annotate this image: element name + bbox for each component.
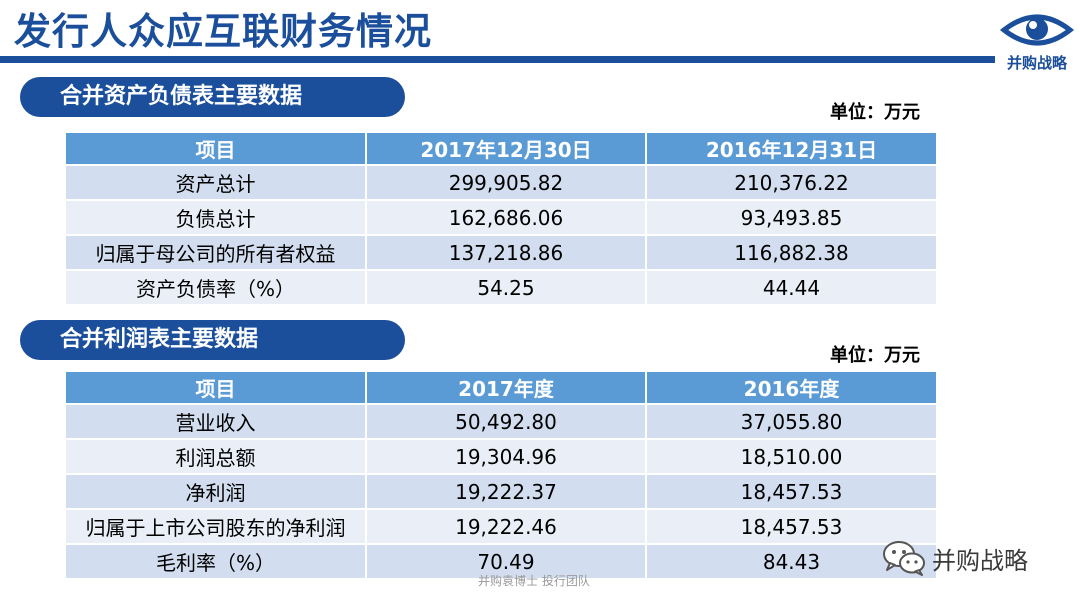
watermark: 并购袁博士 投行团队 xyxy=(478,574,590,588)
row-label: 毛利率（%） xyxy=(66,543,367,578)
table-row: 归属于母公司的所有者权益 137,218.86 116,882.38 xyxy=(66,234,936,270)
table-row: 营业收入 50,492.80 37,055.80 xyxy=(66,403,936,439)
table-cell: 37,055.80 xyxy=(646,403,936,439)
balance-sheet-unit: 单位：万元 xyxy=(830,102,920,123)
table-cell: 19,304.96 xyxy=(366,438,647,474)
column-header: 2016年12月31日 xyxy=(646,133,936,165)
column-header: 2016年度 xyxy=(646,372,936,404)
table-cell: 18,510.00 xyxy=(646,438,936,474)
table-row: 毛利率（%） 70.49 84.43 xyxy=(66,543,936,578)
row-label: 利润总额 xyxy=(66,438,367,474)
table-cell: 70.49 xyxy=(366,543,647,578)
column-header: 2017年度 xyxy=(366,372,647,404)
table-cell: 162,686.06 xyxy=(366,199,647,235)
row-label: 资产总计 xyxy=(66,164,367,200)
title-rule xyxy=(0,56,995,63)
table-cell: 54.25 xyxy=(366,269,647,304)
table-cell: 299,905.82 xyxy=(366,164,647,200)
table-cell: 18,457.53 xyxy=(646,508,936,544)
column-header: 项目 xyxy=(66,133,367,165)
logo: 并购战略 xyxy=(998,8,1078,72)
balance-sheet-table: 项目 2017年12月30日 2016年12月31日 资产总计 299,905.… xyxy=(66,133,936,304)
balance-sheet-section-title: 合并资产负债表主要数据 xyxy=(20,77,405,117)
table-cell: 84.43 xyxy=(646,543,936,578)
eye-icon xyxy=(999,14,1075,46)
table-header-row: 项目 2017年度 2016年度 xyxy=(66,372,936,404)
table-cell: 93,493.85 xyxy=(646,199,936,235)
table-row: 利润总额 19,304.96 18,510.00 xyxy=(66,438,936,474)
table-row: 净利润 19,222.37 18,457.53 xyxy=(66,473,936,509)
table-cell: 210,376.22 xyxy=(646,164,936,200)
row-label: 负债总计 xyxy=(66,199,367,235)
row-label: 净利润 xyxy=(66,473,367,509)
table-cell: 18,457.53 xyxy=(646,473,936,509)
row-label: 营业收入 xyxy=(66,403,367,439)
wechat-badge: 并购战略 xyxy=(882,538,1028,578)
wechat-label: 并购战略 xyxy=(932,546,1028,575)
row-label: 归属于上市公司股东的净利润 xyxy=(66,508,367,544)
table-cell: 44.44 xyxy=(646,269,936,304)
income-statement-table: 项目 2017年度 2016年度 营业收入 50,492.80 37,055.8… xyxy=(66,372,936,578)
row-label: 归属于母公司的所有者权益 xyxy=(66,234,367,270)
table-cell: 137,218.86 xyxy=(366,234,647,270)
table-cell: 19,222.46 xyxy=(366,508,647,544)
table-row: 资产总计 299,905.82 210,376.22 xyxy=(66,164,936,200)
table-cell: 50,492.80 xyxy=(366,403,647,439)
column-header: 2017年12月30日 xyxy=(366,133,647,165)
logo-text: 并购战略 xyxy=(1006,54,1067,72)
table-row: 归属于上市公司股东的净利润 19,222.46 18,457.53 xyxy=(66,508,936,544)
table-row: 负债总计 162,686.06 93,493.85 xyxy=(66,199,936,235)
table-cell: 116,882.38 xyxy=(646,234,936,270)
table-row: 资产负债率（%） 54.25 44.44 xyxy=(66,269,936,304)
page-title: 发行人众应互联财务情况 xyxy=(14,10,432,53)
income-statement-section-title: 合并利润表主要数据 xyxy=(20,320,405,360)
table-cell: 19,222.37 xyxy=(366,473,647,509)
wechat-icon xyxy=(883,541,925,576)
table-header-row: 项目 2017年12月30日 2016年12月31日 xyxy=(66,133,936,165)
row-label: 资产负债率（%） xyxy=(66,269,367,304)
income-statement-unit: 单位：万元 xyxy=(830,345,920,366)
column-header: 项目 xyxy=(66,372,367,404)
